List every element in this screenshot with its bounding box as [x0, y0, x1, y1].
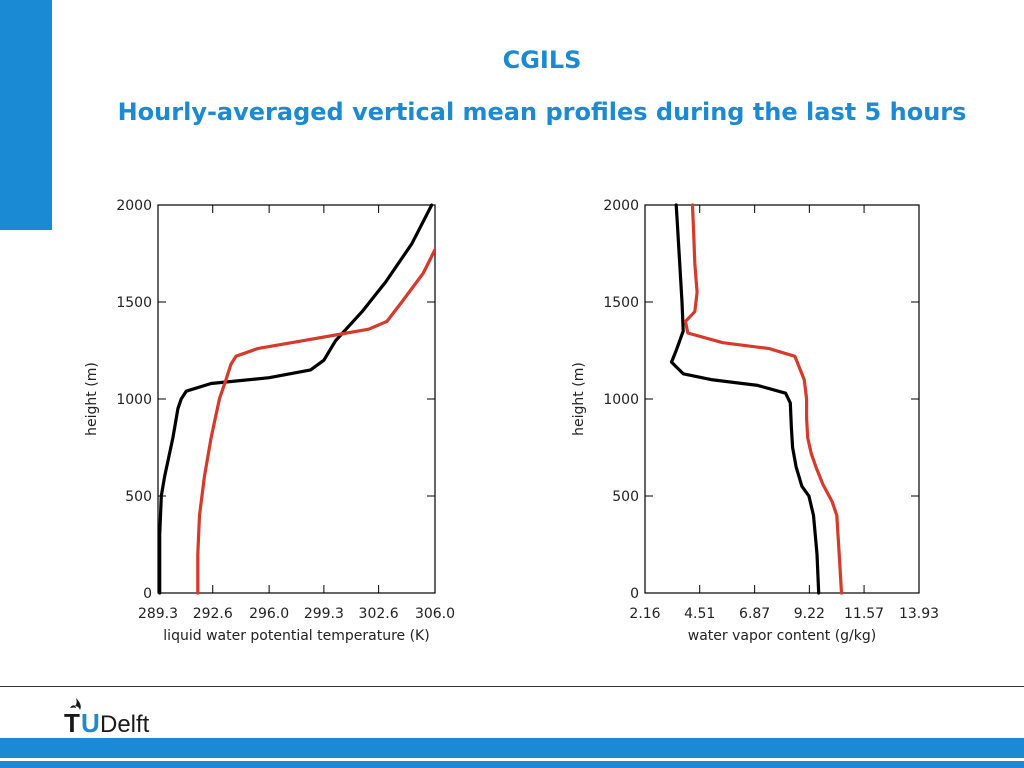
chart1-ytick-label: 1500	[116, 295, 152, 311]
chart2-xtick-label: 13.93	[899, 606, 939, 622]
logo-delft-text: Delft	[100, 711, 150, 736]
left-accent-bar	[0, 0, 52, 230]
slide-title: CGILS	[502, 46, 582, 74]
chart1-ytick-label: 1000	[116, 392, 152, 408]
chart1-xtick-label: 302.6	[359, 606, 399, 622]
footer-bar	[0, 738, 1024, 758]
tudelft-logo: T U Delft	[64, 698, 150, 736]
footer-divider	[0, 686, 1024, 687]
chart1-xtick-label: 292.6	[193, 606, 233, 622]
chart2-xlabel: water vapor content (g/kg)	[688, 628, 876, 644]
chart2-series-2-line	[683, 203, 844, 595]
chart2-xtick-label: 2.16	[629, 606, 660, 622]
chart2-ylabel: height (m)	[571, 362, 587, 436]
chart2-ytick-label: 1000	[603, 392, 639, 408]
chart1-ytick-label: 2000	[116, 198, 152, 214]
chart2-xtick-label: 4.51	[684, 606, 715, 622]
logo-letter-u: U	[81, 708, 100, 736]
chart2-xtick-label: 6.87	[739, 606, 770, 622]
chart2-ytick-label: 0	[630, 586, 639, 602]
chart2-frame	[644, 204, 920, 594]
chart1-xtick-label: 299.3	[304, 606, 344, 622]
logo-letter-t: T	[64, 708, 80, 736]
chart1-ytick-label: 500	[125, 489, 152, 505]
chart1-xtick-label: 306.0	[415, 606, 455, 622]
chart1-ylabel: height (m)	[84, 362, 100, 436]
chart2-xtick-label: 9.22	[794, 606, 825, 622]
chart1-series-1-line	[158, 203, 434, 595]
chart1-xtick-label: 289.3	[138, 606, 178, 622]
chart2-xtick-label: 11.57	[844, 606, 884, 622]
footer-stripe	[0, 761, 1024, 768]
chart2-ytick-label: 500	[612, 489, 639, 505]
slide-subtitle: Hourly-averaged vertical mean profiles d…	[117, 98, 967, 126]
chart2-ytick-label: 1500	[603, 295, 639, 311]
profile-charts: 0 500 1000 1500 2000 289.3 292.6 296.0 299.3 302.…	[84, 198, 939, 644]
chart1-xlabel: liquid water potential temperature (K)	[163, 628, 429, 644]
chart2-ytick-label: 2000	[603, 198, 639, 214]
chart1-xtick-label: 296.0	[249, 606, 289, 622]
chart2-series-1-line	[669, 203, 821, 595]
flame-icon	[70, 698, 81, 710]
chart1-series-2-line	[196, 248, 435, 595]
chart1-ytick-label: 0	[143, 586, 152, 602]
